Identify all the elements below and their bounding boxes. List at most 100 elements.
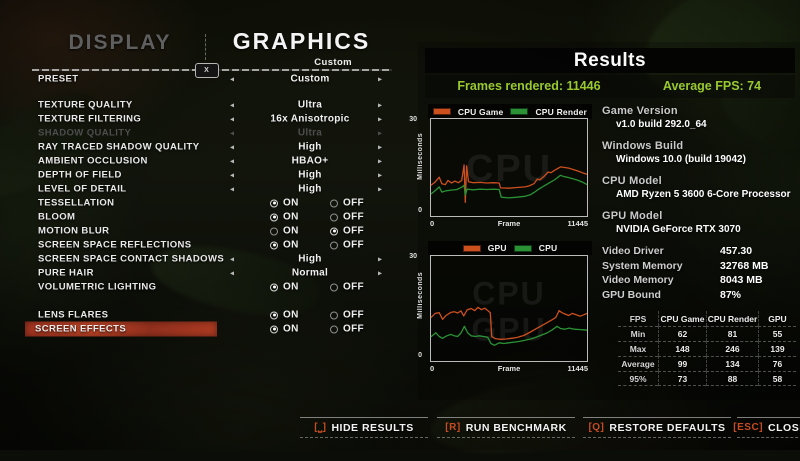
gpu-legend-label: GPU [487, 243, 507, 253]
setting-label: VOLUMETRIC LIGHTING [38, 281, 157, 293]
r-key-icon: [R] [445, 422, 461, 433]
increase-arrow-icon[interactable]: ▸ [378, 254, 383, 264]
radio-on[interactable]: ON [270, 240, 299, 251]
q-key-icon: [Q] [588, 422, 605, 433]
setting-label: PURE HAIR [38, 267, 94, 279]
increase-arrow-icon[interactable]: ▸ [378, 142, 383, 152]
radio-off[interactable]: OFF [330, 226, 364, 237]
info-value: v1.0 build 292.0_64 [616, 119, 707, 130]
cpu-chart-xmin-tick: 0 [430, 219, 435, 228]
radio-on[interactable]: ON [270, 310, 299, 321]
setting-row-volumetric-lighting: VOLUMETRIC LIGHTING ON OFF [30, 280, 394, 294]
cpu-chart-ylabel: Milliseconds [417, 133, 424, 180]
setting-row-shadow-quality: SHADOW QUALITY ◂ Ultra ▸ [30, 126, 394, 140]
fps-summary-table: FPS CPU Game CPU Render GPU Min 62 81 55 Max 148 2… [618, 311, 796, 386]
increase-arrow-icon[interactable]: ▸ [378, 184, 383, 194]
frames-rendered-value: Frames rendered: 11446 [457, 79, 601, 93]
radio-on[interactable]: ON [270, 226, 299, 237]
setting-label: RAY TRACED SHADOW QUALITY [38, 141, 200, 153]
radio-label: ON [283, 239, 299, 251]
radio-on[interactable]: ON [270, 212, 299, 223]
gpu-chart-xlabel: Frame [497, 364, 521, 373]
increase-arrow-icon[interactable]: ▸ [378, 156, 383, 166]
setting-value: High [298, 183, 322, 195]
increase-arrow-icon[interactable]: ▸ [378, 114, 383, 124]
radio-label: OFF [343, 281, 364, 293]
radio-on[interactable]: ON [270, 198, 299, 209]
setting-label: SCREEN SPACE REFLECTIONS [38, 239, 192, 251]
radio-label: ON [283, 211, 299, 223]
increase-arrow-icon[interactable]: ▸ [378, 100, 383, 110]
setting-row-bloom: BLOOM ON OFF [30, 210, 394, 224]
gpu-swatch-icon [462, 244, 481, 252]
cpu-game-swatch-icon [432, 108, 451, 115]
decrease-arrow-icon[interactable]: ◂ [230, 156, 235, 166]
gpu-chart-xmin-tick: 0 [430, 364, 435, 373]
setting-value: HBAO+ [291, 155, 329, 167]
fps-table-cell: Min [618, 326, 658, 341]
radio-off[interactable]: OFF [330, 310, 364, 321]
restore-defaults-button[interactable]: [Q] RESTORE DEFAULTS [583, 417, 731, 438]
increase-arrow-icon[interactable]: ▸ [378, 268, 383, 278]
fps-table-cell: 58 [758, 371, 796, 386]
radio-unselected-icon [330, 199, 338, 207]
setting-value: High [298, 169, 322, 181]
decrease-arrow-icon[interactable]: ◂ [230, 170, 235, 180]
stat-label: Video Memory [602, 274, 674, 286]
radio-off[interactable]: OFF [330, 282, 364, 293]
decrease-arrow-icon[interactable]: ◂ [230, 254, 235, 264]
radio-off[interactable]: OFF [330, 240, 364, 251]
radio-on[interactable]: ON [270, 282, 299, 293]
decrease-arrow-icon[interactable]: ◂ [230, 74, 235, 84]
stat-row-gpu-bound: GPU Bound 87% [602, 289, 796, 304]
run-benchmark-button[interactable]: [R] RUN BENCHMARK [437, 417, 575, 438]
setting-value: High [298, 253, 322, 265]
decrease-arrow-icon[interactable]: ◂ [230, 184, 235, 194]
info-label: GPU Model [602, 210, 663, 222]
gpu-chart-legend: GPU CPU [428, 241, 592, 255]
cpu-chart-ymin-tick: 0 [418, 207, 422, 214]
radio-unselected-icon [330, 241, 338, 249]
info-value: Windows 10.0 (build 19042) [616, 154, 746, 165]
radio-label: ON [283, 197, 299, 209]
radio-selected-icon [270, 283, 278, 291]
decrease-arrow-icon: ◂ [230, 128, 235, 138]
radio-selected-icon [270, 311, 278, 319]
radio-label: OFF [343, 309, 364, 321]
setting-row-screen-space-contact-shadows: SCREEN SPACE CONTACT SHADOWS ◂ High ▸ [30, 252, 394, 266]
setting-label: SCREEN EFFECTS [25, 321, 217, 337]
radio-off[interactable]: OFF [330, 324, 364, 335]
setting-row-ray-traced-shadow-quality: RAY TRACED SHADOW QUALITY ◂ High ▸ [30, 140, 394, 154]
radio-off[interactable]: OFF [330, 198, 364, 209]
setting-label: SHADOW QUALITY [38, 127, 132, 139]
decrease-arrow-icon[interactable]: ◂ [230, 100, 235, 110]
cpu-game-legend-label: CPU Game [457, 106, 504, 117]
setting-row-depth-of-field: DEPTH OF FIELD ◂ High ▸ [30, 168, 394, 182]
decrease-arrow-icon[interactable]: ◂ [230, 268, 235, 278]
radio-off[interactable]: OFF [330, 212, 364, 223]
decrease-arrow-icon[interactable]: ◂ [230, 142, 235, 152]
gpu-chart-xaxis: 0 Frame 11445 [430, 364, 588, 373]
cpu-chart-xaxis: 0 Frame 11445 [430, 219, 588, 228]
setting-label: LENS FLARES [38, 309, 109, 321]
fps-table-cell: 88 [706, 371, 758, 386]
radio-on[interactable]: ON [270, 324, 299, 335]
fps-table-row: Average 99 134 76 [618, 356, 796, 371]
settings-gap [30, 86, 394, 98]
hide-results-label: HIDE RESULTS [331, 421, 414, 434]
increase-arrow-icon[interactable]: ▸ [378, 74, 383, 84]
tab-display[interactable]: DISPLAY [68, 31, 172, 54]
system-info-panel: Game Version v1.0 build 292.0_64 Windows… [602, 105, 796, 245]
fps-table-cell: 62 [658, 326, 706, 341]
hide-results-button[interactable]: [⎵] HIDE RESULTS [300, 417, 428, 438]
info-label: Game Version [602, 105, 678, 117]
setting-row-pure-hair: PURE HAIR ◂ Normal ▸ [30, 266, 394, 280]
fps-table-cell: 246 [706, 341, 758, 356]
fps-table-cell: 55 [758, 326, 796, 341]
info-section-windows-build: Windows Build Windows 10.0 (build 19042) [602, 140, 796, 166]
radio-label: OFF [343, 323, 364, 335]
tab-graphics[interactable]: GRAPHICS [232, 28, 371, 54]
increase-arrow-icon[interactable]: ▸ [378, 170, 383, 180]
close-button[interactable]: [ESC] CLOSE [733, 417, 800, 438]
decrease-arrow-icon[interactable]: ◂ [230, 114, 235, 124]
